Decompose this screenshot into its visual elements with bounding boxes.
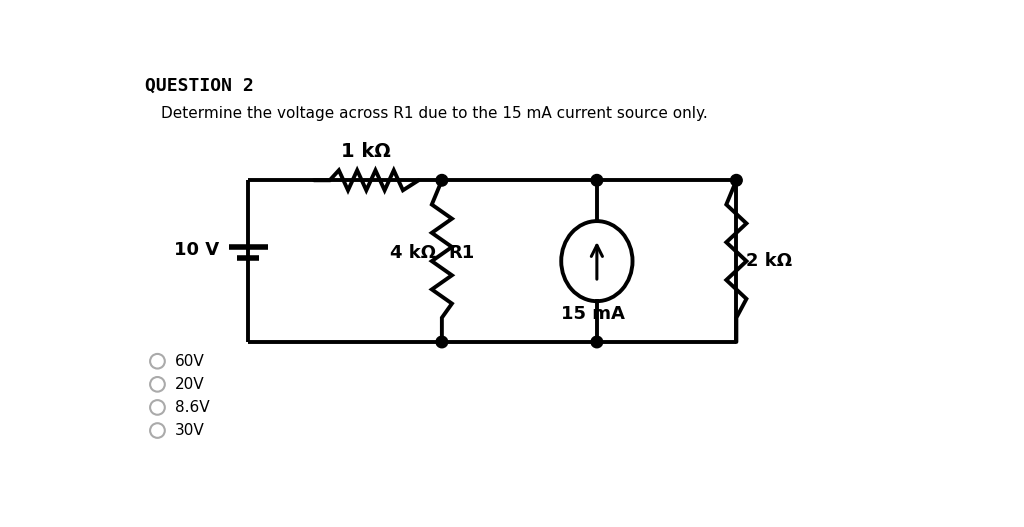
Circle shape (730, 174, 742, 186)
Circle shape (591, 174, 603, 186)
Text: 15 mA: 15 mA (561, 305, 625, 323)
Text: 10 V: 10 V (173, 241, 219, 259)
Circle shape (436, 174, 447, 186)
Text: 60V: 60V (174, 354, 204, 369)
Text: 30V: 30V (174, 423, 204, 438)
Text: 1 kΩ: 1 kΩ (341, 142, 391, 161)
Text: 4 kΩ: 4 kΩ (389, 245, 435, 262)
Text: 2 kΩ: 2 kΩ (745, 252, 792, 270)
Text: 8.6V: 8.6V (174, 400, 209, 415)
Text: Determine the voltage across R1 due to the 15 mA current source only.: Determine the voltage across R1 due to t… (161, 105, 708, 121)
Text: 20V: 20V (174, 377, 204, 392)
Circle shape (436, 336, 447, 348)
Text: R1: R1 (449, 245, 474, 262)
Text: QUESTION 2: QUESTION 2 (145, 76, 254, 94)
Circle shape (591, 336, 603, 348)
